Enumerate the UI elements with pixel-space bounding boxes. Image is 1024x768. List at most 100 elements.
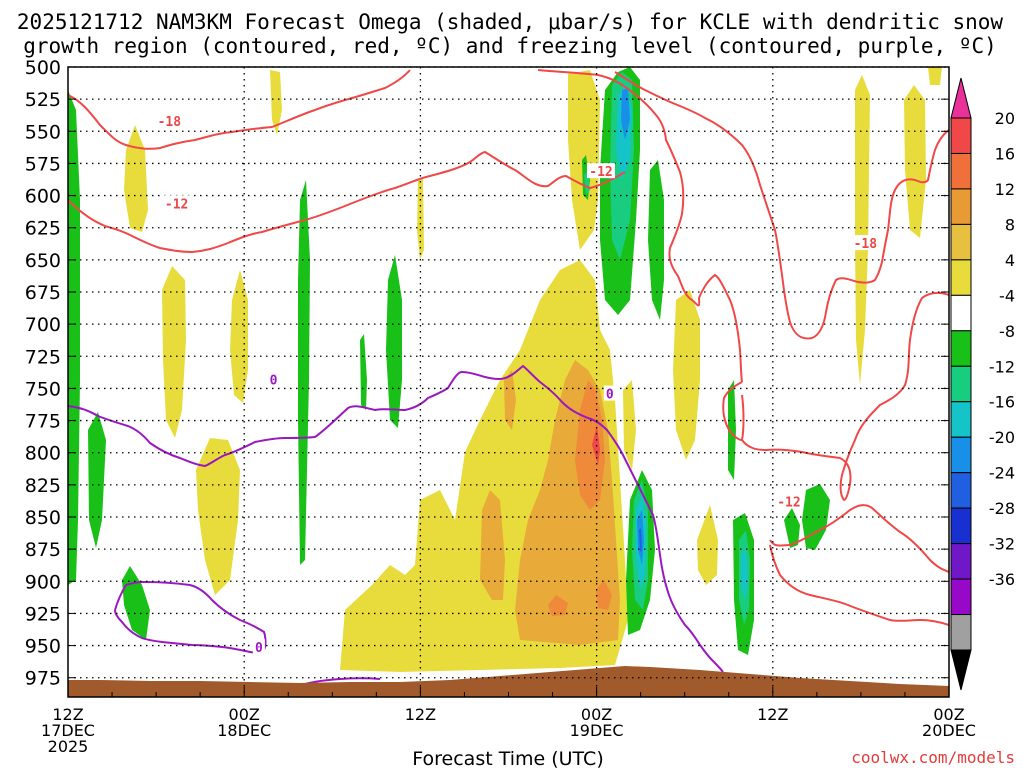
contour-red bbox=[741, 292, 949, 502]
contour-red bbox=[68, 150, 626, 254]
colorbar-swatch bbox=[950, 152, 972, 190]
omega-area-orange bbox=[480, 490, 505, 600]
omega-area-yellow bbox=[162, 266, 186, 438]
contour-label-bg bbox=[252, 638, 265, 654]
x-tick-label: 12Z bbox=[405, 705, 436, 724]
colorbar-swatch bbox=[950, 472, 972, 509]
omega-area-green bbox=[68, 90, 80, 585]
omega-area-yellow bbox=[855, 75, 870, 385]
x-tick-label: 12Z bbox=[757, 705, 788, 724]
contour-label-bg bbox=[851, 235, 880, 251]
x-tick-label: 19DEC bbox=[570, 721, 624, 740]
colorbar-swatch bbox=[950, 578, 972, 616]
omega-area-green bbox=[802, 484, 830, 550]
omega-area-yellow bbox=[928, 67, 942, 85]
omega-area-yellow bbox=[673, 290, 700, 460]
colorbar-label: -12 bbox=[989, 357, 1015, 376]
omega-area-green bbox=[88, 412, 106, 548]
contour-labels: -18 -12 -12 -18 -12 0 0 0 bbox=[155, 113, 880, 656]
omega-shading bbox=[68, 67, 949, 697]
omega-area-yellow bbox=[124, 125, 148, 232]
colorbar-swatch bbox=[950, 117, 972, 154]
colorbar-swatch bbox=[950, 365, 972, 403]
contour-label: -12 bbox=[777, 496, 800, 511]
colorbar-label: 20 bbox=[995, 109, 1015, 128]
omega-area-green bbox=[648, 160, 664, 320]
y-tick-label: 850 bbox=[25, 507, 61, 529]
terrain bbox=[68, 666, 949, 697]
contour-red bbox=[537, 69, 743, 383]
colorbar-label: 16 bbox=[995, 144, 1015, 163]
chart-title-line1: 2025121712 NAM3KM Forecast Omega (shaded… bbox=[17, 10, 1004, 34]
omega-area-green bbox=[360, 334, 367, 410]
y-axis: 500 525 550 575 600 625 650 675 700 725 750 775 800 8… bbox=[25, 57, 949, 690]
credit-text: coolwx.com/models bbox=[851, 748, 1015, 767]
colorbar: 20 16 12 8 4 -4 -8 -12 -16 -20 -24 -28 -32 -36 bbox=[950, 77, 1015, 691]
x-axis-label: Forecast Time (UTC) bbox=[412, 748, 603, 768]
x-tick-label: 00Z bbox=[933, 705, 964, 724]
omega-area-yellow bbox=[697, 505, 718, 585]
omega-area-yellow bbox=[904, 85, 926, 238]
colorbar-swatch bbox=[950, 507, 972, 545]
contour-label-bg bbox=[267, 371, 280, 387]
colorbar-swatch bbox=[950, 259, 972, 296]
contour-red bbox=[769, 544, 949, 626]
y-tick-label: 525 bbox=[25, 89, 61, 111]
colorbar-swatch bbox=[950, 294, 972, 332]
omega-area-green bbox=[298, 180, 310, 565]
contour-label: -18 bbox=[854, 237, 878, 252]
colorbar-bottom-arrow bbox=[950, 649, 972, 691]
contour-label-bg bbox=[774, 493, 803, 509]
contour-label-bg bbox=[155, 113, 184, 128]
y-tick-label: 925 bbox=[25, 603, 61, 625]
colorbar-label: -28 bbox=[989, 499, 1015, 518]
colorbar-label: -4 bbox=[999, 286, 1015, 305]
colorbar-top-arrow bbox=[950, 77, 972, 119]
omega-area-dark-orange bbox=[575, 380, 605, 510]
omega-area-dark-blue bbox=[639, 528, 642, 552]
y-tick-label: 575 bbox=[25, 153, 61, 175]
y-tick-label: 825 bbox=[25, 475, 61, 497]
omega-area-cyan bbox=[741, 548, 748, 600]
y-tick-label: 750 bbox=[25, 378, 61, 400]
contour-label: 0 bbox=[255, 641, 263, 656]
contour-purple bbox=[68, 364, 724, 673]
contour-label: -18 bbox=[158, 115, 182, 130]
colorbar-label: 12 bbox=[995, 180, 1015, 199]
contour-label-bg bbox=[162, 195, 191, 211]
x-tick-label: 00Z bbox=[581, 705, 612, 724]
y-tick-label: 500 bbox=[25, 57, 61, 79]
colorbar-label: -32 bbox=[989, 535, 1015, 554]
colorbar-swatch bbox=[950, 330, 972, 367]
colorbar-swatch bbox=[950, 223, 972, 261]
x-tick-label: 20DEC bbox=[922, 721, 976, 740]
contour-label: 0 bbox=[270, 373, 278, 388]
omega-area-yellow bbox=[623, 380, 636, 470]
x-tick-label: 12Z bbox=[52, 705, 83, 724]
colorbar-label: -36 bbox=[989, 570, 1015, 589]
omega-area-dark-orange bbox=[596, 580, 612, 610]
omega-area-green bbox=[386, 255, 402, 428]
contour-red bbox=[722, 381, 745, 442]
contour-label: 0 bbox=[606, 388, 614, 403]
y-tick-label: 600 bbox=[25, 186, 61, 208]
contour-label-bg bbox=[587, 163, 616, 179]
contour-red bbox=[68, 69, 411, 150]
colorbar-label: -24 bbox=[989, 464, 1015, 483]
x-tick-label: 00Z bbox=[229, 705, 260, 724]
contour-label: -12 bbox=[165, 197, 188, 212]
omega-area-dark-orange bbox=[548, 595, 568, 616]
omega-area-green bbox=[784, 508, 800, 548]
colorbar-label: -8 bbox=[999, 322, 1015, 341]
colorbar-label: -20 bbox=[989, 428, 1015, 447]
y-tick-label: 900 bbox=[25, 571, 61, 593]
omega-area-orange bbox=[504, 370, 516, 430]
x-tick-label: 2025 bbox=[48, 737, 89, 756]
contour-red bbox=[614, 71, 949, 340]
y-tick-label: 625 bbox=[25, 218, 61, 240]
omega-area-blue bbox=[621, 88, 630, 140]
chart-title-line2: growth region (contoured, red, ºC) and f… bbox=[23, 34, 997, 58]
x-tick-label: 18DEC bbox=[217, 721, 271, 740]
